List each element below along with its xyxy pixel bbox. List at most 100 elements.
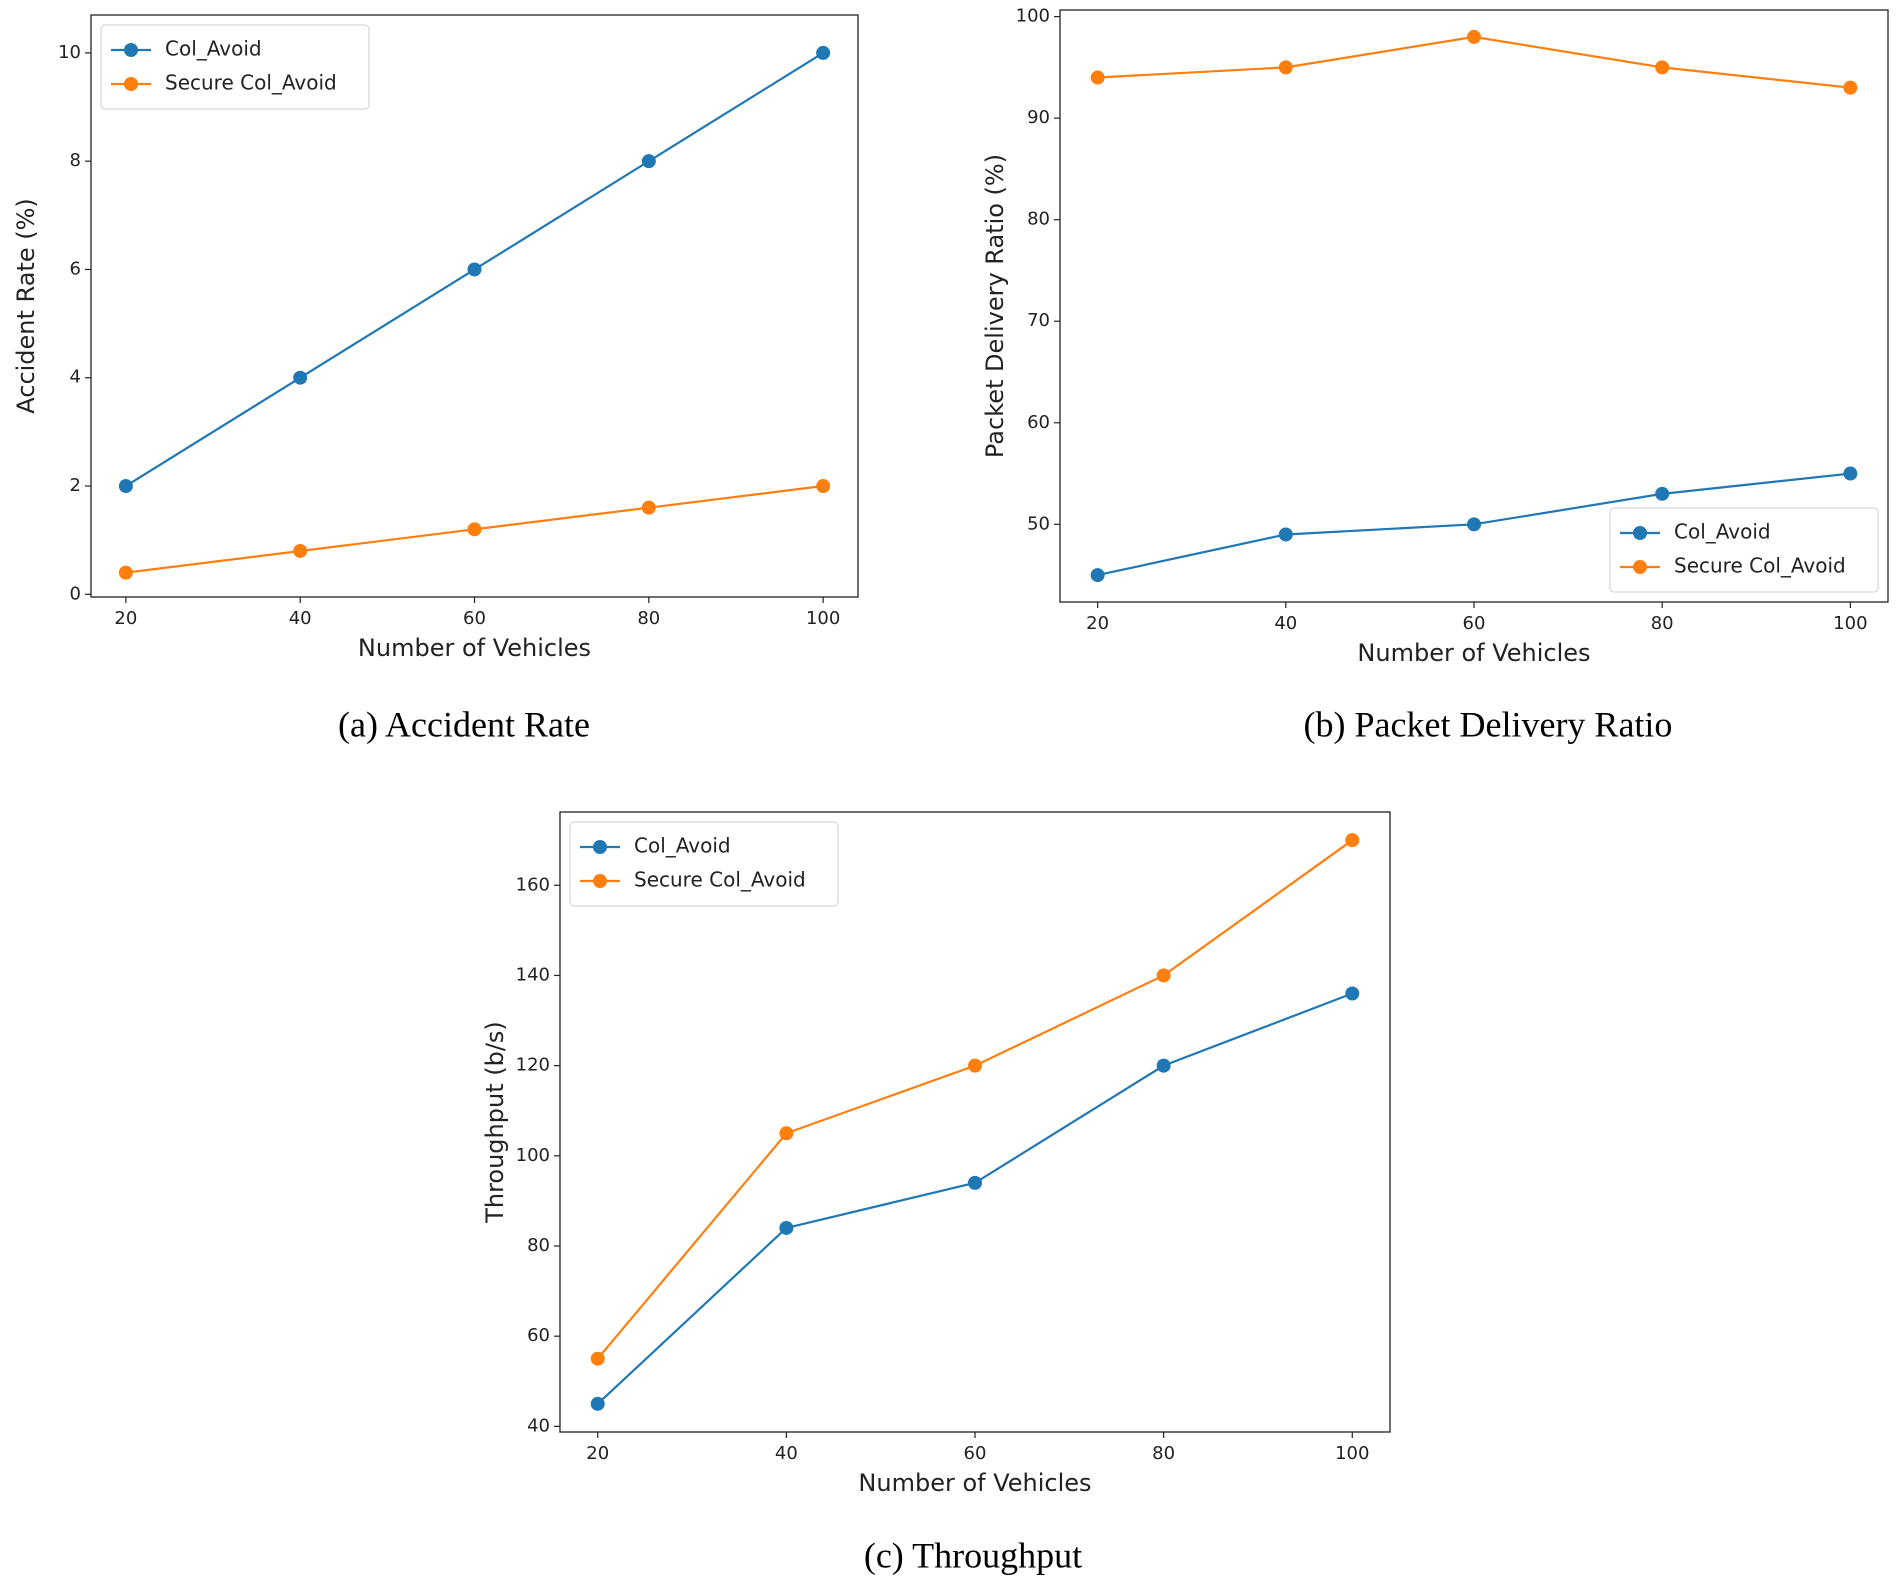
data-point	[779, 1220, 794, 1235]
y-axis-label: Throughput (b/s)	[481, 1021, 509, 1224]
legend-swatch-marker	[593, 874, 607, 888]
legend-label: Secure Col_Avoid	[165, 71, 337, 95]
legend-box	[100, 24, 370, 110]
x-tick-label: 100	[806, 608, 840, 629]
y-tick-label: 0	[70, 583, 81, 604]
y-tick-label: 120	[516, 1055, 550, 1076]
y-tick-label: 80	[1027, 209, 1050, 230]
y-tick-label: 60	[1027, 412, 1050, 433]
data-point	[1843, 466, 1858, 481]
chart-panel: 20 40 60 80 100 0 2 4 6 8 10 Number of Vehicles Acci…	[12, 14, 859, 744]
legend: Col_Avoid Secure Col_Avoid	[100, 24, 370, 110]
y-tick-label: 60	[527, 1325, 550, 1346]
data-point	[1345, 833, 1360, 848]
y-tick-label: 8	[70, 150, 81, 171]
y-tick-label: 100	[1016, 6, 1050, 27]
legend: Col_Avoid Secure Col_Avoid	[1609, 507, 1879, 593]
data-point	[1345, 986, 1360, 1001]
y-tick-label: 140	[516, 964, 550, 985]
y-tick-label: 2	[70, 475, 81, 496]
legend-swatch-marker	[124, 77, 138, 91]
x-tick-label: 100	[1335, 1443, 1369, 1464]
series-line	[596, 992, 1353, 1405]
data-point	[968, 1175, 982, 1190]
data-point	[1278, 527, 1293, 542]
x-tick-label: 100	[1833, 613, 1867, 634]
y-tick-label: 160	[516, 874, 550, 895]
y-tick-label: 40	[527, 1415, 550, 1436]
x-tick-label: 40	[289, 608, 312, 629]
data-point	[118, 565, 133, 580]
y-tick-label: 90	[1027, 107, 1050, 128]
x-tick-label: 20	[114, 608, 137, 629]
x-tick-label: 60	[1463, 613, 1486, 634]
data-point	[641, 500, 656, 515]
x-tick-label: 60	[463, 608, 486, 629]
data-point	[1090, 568, 1105, 583]
legend-box	[1609, 507, 1879, 593]
x-tick-label: 40	[1274, 613, 1297, 634]
x-tick-label: 40	[775, 1443, 798, 1464]
data-point	[641, 154, 656, 169]
legend-swatch-marker	[1633, 526, 1647, 540]
data-point	[590, 1351, 605, 1366]
data-point	[293, 543, 308, 558]
data-point	[1843, 80, 1858, 95]
x-tick-label: 80	[637, 608, 660, 629]
legend-label: Secure Col_Avoid	[1674, 554, 1846, 578]
y-tick-label: 4	[70, 367, 81, 388]
caption: (a) Accident Rate	[338, 704, 590, 744]
plot-frame	[90, 14, 859, 598]
data-point	[779, 1126, 794, 1141]
data-point	[816, 479, 831, 494]
x-tick-label: 20	[586, 1443, 609, 1464]
x-axis-label: Number of Vehicles	[858, 1469, 1091, 1497]
data-point	[1156, 968, 1171, 983]
x-tick-label: 20	[1086, 613, 1109, 634]
x-axis-label: Number of Vehicles	[1357, 639, 1590, 667]
y-tick-label: 50	[1027, 513, 1050, 534]
data-point	[118, 479, 133, 494]
data-point	[816, 45, 831, 60]
x-axis-label: Number of Vehicles	[358, 634, 591, 662]
data-point	[1156, 1058, 1171, 1073]
y-tick-label: 70	[1027, 310, 1050, 331]
chart-panel: 20 40 60 80 100 50 60 70 80 90 100 Number of Vehicl…	[981, 6, 1889, 744]
chart-panel: 20 40 60 80 100 40 60 80 100 120 140 160 Number of V…	[481, 811, 1391, 1575]
caption: (b) Packet Delivery Ratio	[1304, 704, 1673, 744]
legend-label: Col_Avoid	[1674, 520, 1771, 544]
data-point	[1090, 70, 1105, 85]
legend: Col_Avoid Secure Col_Avoid	[569, 821, 839, 907]
series-line	[596, 839, 1353, 1360]
y-tick-label: 80	[527, 1235, 550, 1256]
data-point	[1467, 517, 1481, 532]
x-tick-label: 60	[964, 1443, 987, 1464]
y-tick-label: 10	[58, 42, 81, 63]
data-point	[968, 1058, 982, 1073]
data-point	[1655, 486, 1670, 501]
data-point	[467, 522, 482, 537]
legend-label: Col_Avoid	[165, 37, 262, 61]
legend-box	[569, 821, 839, 907]
caption: (c) Throughput	[864, 1535, 1082, 1575]
plot-frame	[1059, 9, 1889, 603]
legend-swatch-marker	[593, 840, 607, 854]
data-point	[1467, 29, 1481, 44]
data-point	[293, 370, 308, 385]
y-axis-label: Accident Rate (%)	[12, 198, 40, 414]
legend-label: Col_Avoid	[634, 834, 731, 858]
x-tick-label: 80	[1651, 613, 1674, 634]
data-point	[467, 262, 482, 277]
data-point	[1278, 60, 1293, 75]
x-tick-label: 80	[1152, 1443, 1175, 1464]
data-point	[590, 1396, 605, 1411]
y-axis-label: Packet Delivery Ratio (%)	[981, 154, 1009, 458]
data-point	[1655, 60, 1670, 75]
legend-swatch-marker	[1633, 560, 1647, 574]
plot-frame	[559, 811, 1391, 1433]
legend-swatch-marker	[124, 43, 138, 57]
legend-label: Secure Col_Avoid	[634, 868, 806, 892]
y-tick-label: 100	[516, 1145, 550, 1166]
y-tick-label: 6	[70, 258, 81, 279]
